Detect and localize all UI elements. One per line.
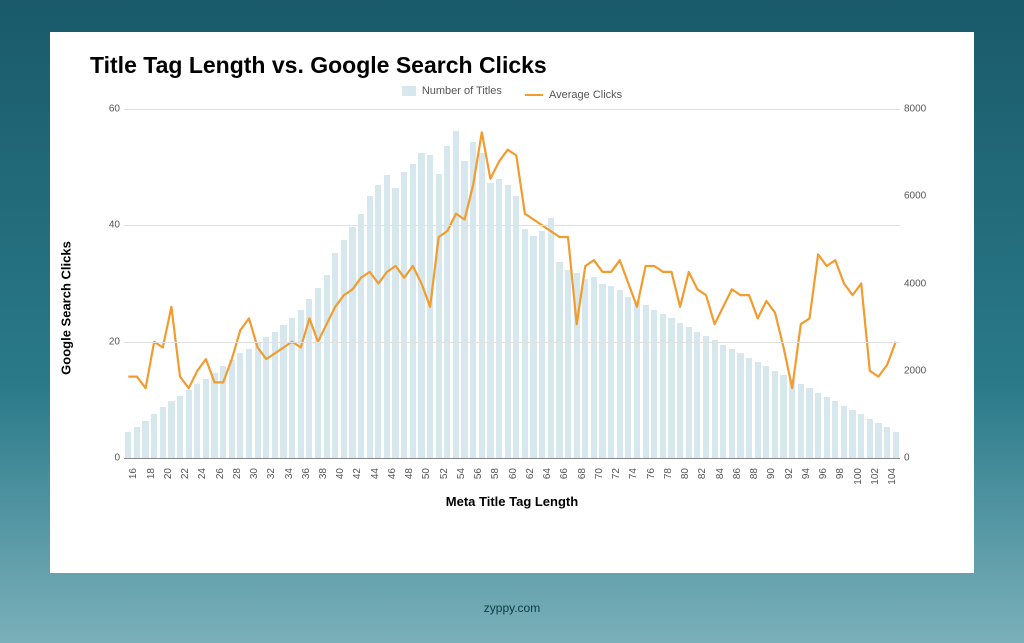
x-tick: 96 (818, 468, 829, 479)
y-tick-left: 40 (96, 220, 120, 231)
legend-label-line: Average Clicks (549, 89, 622, 101)
x-tick: 104 (887, 468, 898, 485)
y-tick-right: 0 (904, 453, 934, 464)
x-tick: 32 (266, 468, 277, 479)
x-tick: 38 (318, 468, 329, 479)
line-layer (124, 109, 900, 458)
chart-legend: Number of Titles Average Clicks (80, 85, 944, 101)
x-tick: 68 (577, 468, 588, 479)
legend-item-bars: Number of Titles (402, 85, 502, 97)
x-tick: 24 (197, 468, 208, 479)
y-tick-right: 6000 (904, 191, 934, 202)
x-tick: 30 (249, 468, 260, 479)
x-tick: 18 (146, 468, 157, 479)
footer-attribution: zyppy.com (0, 601, 1024, 615)
y-tick-right: 2000 (904, 365, 934, 376)
x-tick: 46 (387, 468, 398, 479)
x-tick: 44 (370, 468, 381, 479)
x-tick: 64 (542, 468, 553, 479)
legend-swatch-line (525, 94, 543, 96)
legend-item-line: Average Clicks (525, 89, 622, 101)
x-tick: 48 (404, 468, 415, 479)
x-tick: 26 (215, 468, 226, 479)
x-tick: 82 (697, 468, 708, 479)
x-tick: 34 (284, 468, 295, 479)
x-tick: 54 (456, 468, 467, 479)
gridline (124, 109, 900, 110)
x-tick: 58 (490, 468, 501, 479)
y-tick-right: 8000 (904, 104, 934, 115)
x-tick: 60 (508, 468, 519, 479)
x-tick: 76 (646, 468, 657, 479)
x-tick: 62 (525, 468, 536, 479)
x-tick: 78 (663, 468, 674, 479)
x-tick: 94 (801, 468, 812, 479)
x-tick: 84 (715, 468, 726, 479)
x-tick: 100 (853, 468, 864, 485)
y-tick-left: 60 (96, 104, 120, 115)
x-tick: 50 (421, 468, 432, 479)
x-tick: 92 (784, 468, 795, 479)
x-tick: 98 (835, 468, 846, 479)
x-tick: 86 (732, 468, 743, 479)
x-tick: 72 (611, 468, 622, 479)
chart-area: Google Search Clicks 1618202224262830323… (80, 109, 944, 507)
y-axis-label-left: Google Search Clicks (59, 241, 74, 375)
x-tick: 80 (680, 468, 691, 479)
y-tick-left: 0 (96, 453, 120, 464)
x-tick: 20 (163, 468, 174, 479)
x-tick: 16 (128, 468, 139, 479)
x-tick: 36 (301, 468, 312, 479)
x-tick: 74 (628, 468, 639, 479)
legend-swatch-bar (402, 86, 416, 96)
plot-area: 1618202224262830323436384042444648505254… (124, 109, 900, 459)
x-tick: 66 (559, 468, 570, 479)
x-tick: 28 (232, 468, 243, 479)
x-tick: 70 (594, 468, 605, 479)
chart-card: Title Tag Length vs. Google Search Click… (50, 32, 974, 573)
y-tick-right: 4000 (904, 278, 934, 289)
x-tick: 56 (473, 468, 484, 479)
gridline (124, 225, 900, 226)
x-tick: 90 (766, 468, 777, 479)
chart-title: Title Tag Length vs. Google Search Click… (90, 52, 944, 79)
x-tick: 102 (870, 468, 881, 485)
x-tick: 40 (335, 468, 346, 479)
x-tick: 52 (439, 468, 450, 479)
x-tick: 22 (180, 468, 191, 479)
y-tick-left: 20 (96, 336, 120, 347)
line-path (128, 132, 895, 388)
x-tick: 88 (749, 468, 760, 479)
x-axis-label: Meta Title Tag Length (80, 494, 944, 509)
gridline (124, 342, 900, 343)
legend-label-bars: Number of Titles (422, 85, 502, 97)
x-tick: 42 (352, 468, 363, 479)
